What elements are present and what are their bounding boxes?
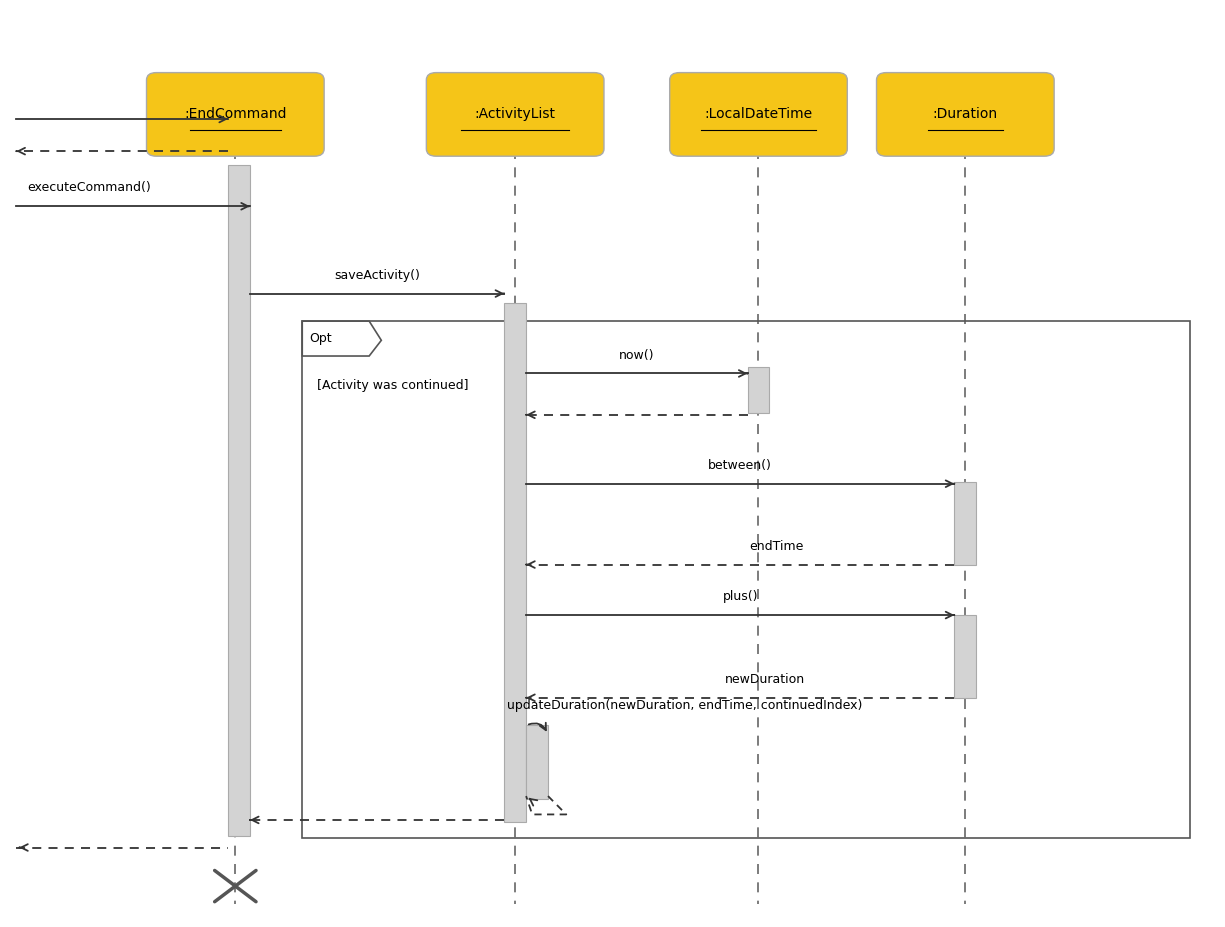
Text: :Duration: :Duration [932, 108, 998, 121]
Text: executeCommand(): executeCommand() [27, 182, 151, 195]
Text: Opt: Opt [310, 332, 332, 345]
Text: :LocalDateTime: :LocalDateTime [704, 108, 812, 121]
Bar [228, 165, 250, 835]
FancyBboxPatch shape [877, 72, 1055, 157]
Text: endTime: endTime [750, 540, 804, 552]
Bar [747, 367, 769, 413]
Bar [505, 303, 526, 821]
Text: updateDuration(newDuration, endTime, continuedIndex): updateDuration(newDuration, endTime, con… [507, 699, 862, 712]
Text: newDuration: newDuration [724, 673, 805, 686]
Text: now(): now() [619, 349, 654, 362]
Text: :ActivityList: :ActivityList [474, 108, 556, 121]
FancyBboxPatch shape [426, 72, 604, 157]
Bar [954, 482, 976, 565]
FancyBboxPatch shape [147, 72, 325, 157]
Text: plus(): plus() [723, 590, 758, 603]
Text: saveActivity(): saveActivity() [334, 269, 420, 282]
Bar [526, 725, 548, 799]
Text: between(): between() [708, 459, 772, 472]
Bar [303, 321, 1191, 838]
Bar [954, 616, 976, 698]
Text: :EndCommand: :EndCommand [184, 108, 287, 121]
FancyBboxPatch shape [670, 72, 848, 157]
Text: [Activity was continued]: [Activity was continued] [317, 379, 468, 392]
